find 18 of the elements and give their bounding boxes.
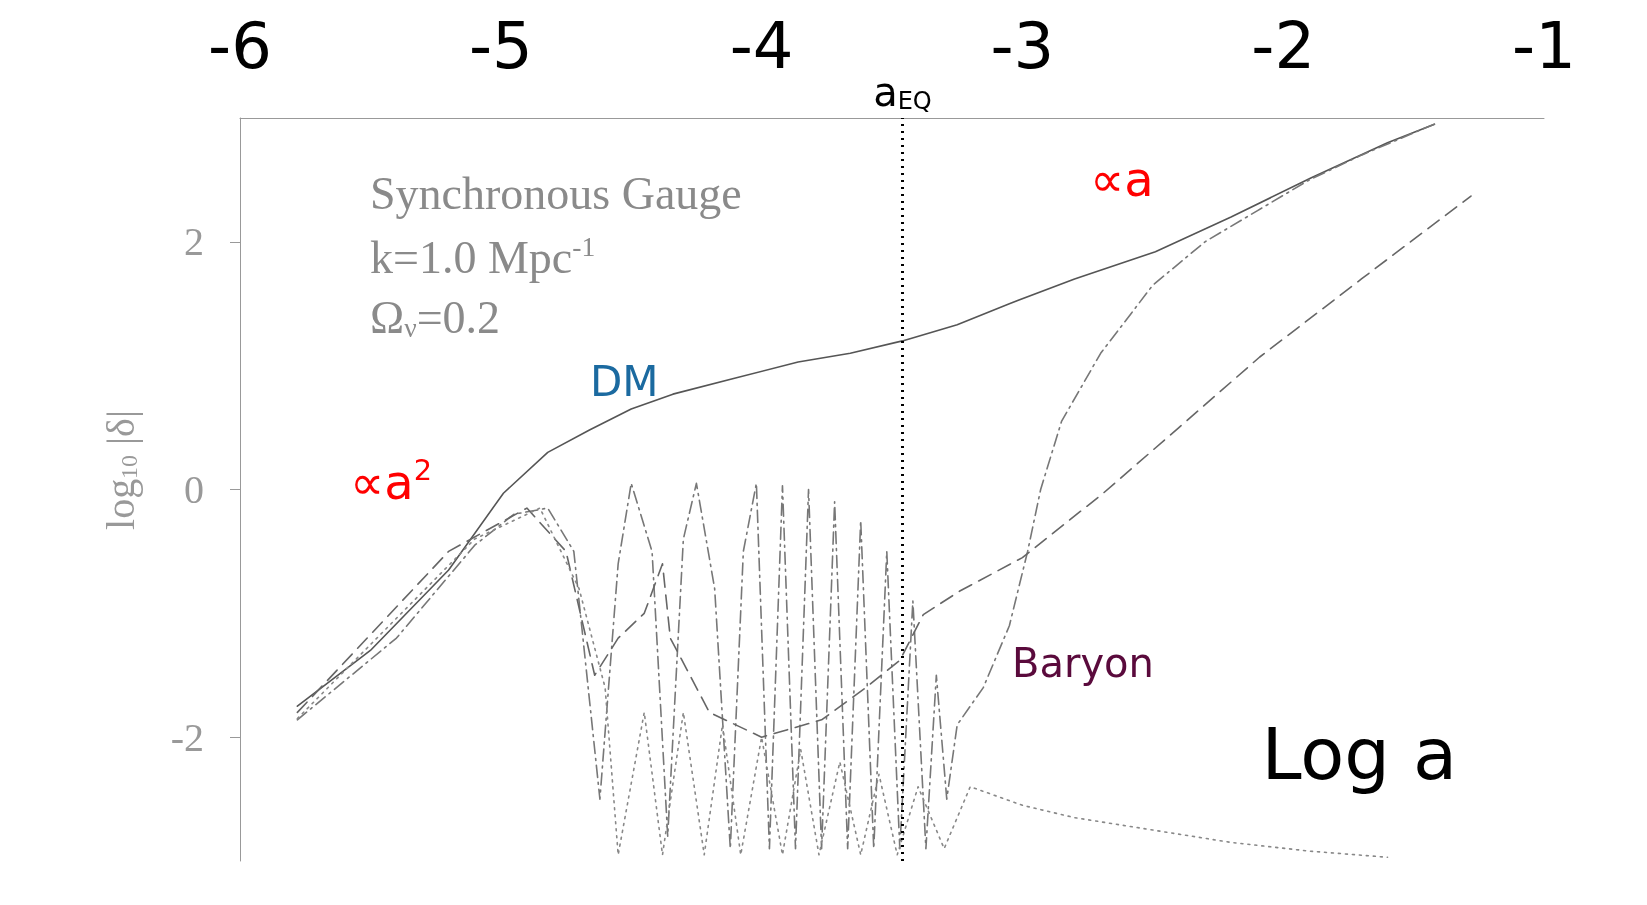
y-tick-label: 0 — [184, 467, 204, 512]
x-tick-label: -4 — [729, 9, 794, 83]
annotation: Ων=0.2 — [370, 291, 501, 343]
y-axis-title: log10 |δ| — [97, 410, 143, 530]
annotation: Synchronous Gauge — [370, 167, 742, 219]
x-tick-label: -6 — [208, 9, 272, 83]
x-tick-label: -5 — [468, 9, 533, 83]
x-axis-title: Log a — [1261, 712, 1457, 796]
annotation: ∝a — [1090, 151, 1154, 207]
y-tick-label: 2 — [184, 219, 204, 265]
line-series — [296, 507, 1389, 859]
x-tick-label: -3 — [990, 9, 1055, 83]
y-tick-label: -2 — [170, 714, 204, 760]
annotation: DM — [590, 356, 659, 406]
ref-line-label: aEQ — [873, 69, 932, 115]
x-tick-label: -2 — [1251, 9, 1316, 83]
annotation: Baryon — [1012, 640, 1154, 686]
x-tick-label: -1 — [1512, 9, 1576, 83]
